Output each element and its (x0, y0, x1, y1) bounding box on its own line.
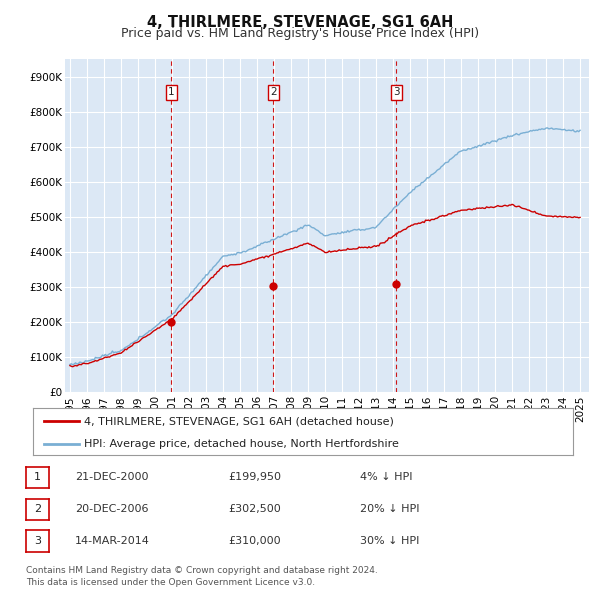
Text: 1: 1 (34, 473, 41, 482)
Text: Price paid vs. HM Land Registry's House Price Index (HPI): Price paid vs. HM Land Registry's House … (121, 27, 479, 40)
Text: 1: 1 (168, 87, 175, 97)
Text: 2: 2 (270, 87, 277, 97)
Text: 20-DEC-2006: 20-DEC-2006 (75, 504, 149, 514)
Text: 21-DEC-2000: 21-DEC-2000 (75, 473, 149, 482)
Text: £310,000: £310,000 (228, 536, 281, 546)
Text: 4% ↓ HPI: 4% ↓ HPI (360, 473, 413, 482)
Text: £302,500: £302,500 (228, 504, 281, 514)
Text: 20% ↓ HPI: 20% ↓ HPI (360, 504, 419, 514)
Text: Contains HM Land Registry data © Crown copyright and database right 2024.
This d: Contains HM Land Registry data © Crown c… (26, 566, 377, 587)
Text: 14-MAR-2014: 14-MAR-2014 (75, 536, 150, 546)
Text: 4, THIRLMERE, STEVENAGE, SG1 6AH (detached house): 4, THIRLMERE, STEVENAGE, SG1 6AH (detach… (84, 416, 394, 426)
Text: 3: 3 (34, 536, 41, 546)
Text: 2: 2 (34, 504, 41, 514)
Text: 4, THIRLMERE, STEVENAGE, SG1 6AH: 4, THIRLMERE, STEVENAGE, SG1 6AH (147, 15, 453, 30)
Text: £199,950: £199,950 (228, 473, 281, 482)
Text: 30% ↓ HPI: 30% ↓ HPI (360, 536, 419, 546)
Text: HPI: Average price, detached house, North Hertfordshire: HPI: Average price, detached house, Nort… (84, 439, 399, 448)
Text: 3: 3 (393, 87, 400, 97)
